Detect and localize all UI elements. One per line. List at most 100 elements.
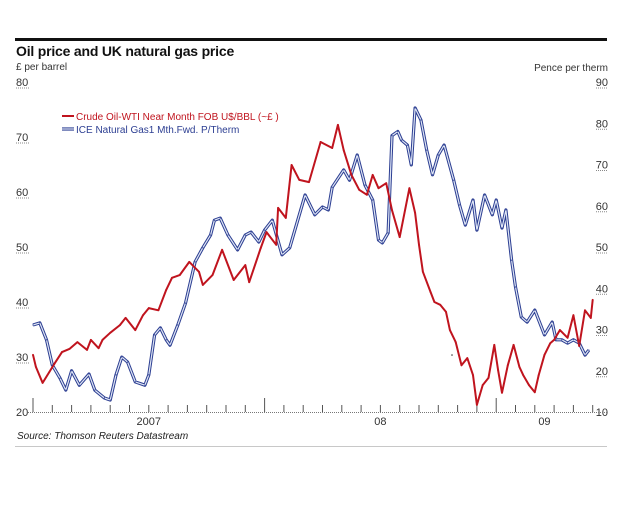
oil-data-point: [265, 231, 268, 234]
gas-data-point: [94, 389, 96, 391]
oil-data-point: [284, 216, 287, 219]
gas-data-point: [514, 286, 517, 288]
gas-data-point: [202, 247, 204, 249]
x-year-label: 2007: [137, 416, 161, 428]
left-axis-ticks: 20 30 40 50 60 70 80: [16, 77, 29, 419]
oil-data-point: [408, 187, 411, 190]
gas-data-point: [377, 239, 380, 241]
oil-data-point: [358, 188, 361, 191]
oil-data-point: [377, 187, 380, 190]
oil-data-point: [518, 366, 521, 368]
oil-data-point: [543, 353, 546, 356]
oil-data-point: [134, 329, 137, 331]
gas-series-line: [32, 107, 590, 401]
oil-data-point: [277, 207, 280, 209]
gas-data-point: [264, 229, 266, 231]
oil-data-point: [48, 370, 51, 373]
gas-data-point: [458, 204, 461, 206]
gas-data-point: [281, 254, 283, 256]
gas-data-point: [401, 139, 403, 141]
gas-data-point: [258, 241, 260, 243]
gas-data-point: [289, 247, 291, 249]
oil-data-point: [493, 344, 496, 346]
oil-data-point: [109, 331, 112, 334]
oil-data-point: [76, 341, 79, 344]
oil-data-point: [34, 366, 37, 368]
right-tick-label: 10: [596, 407, 608, 419]
series-layer: [32, 106, 594, 406]
oil-data-point: [591, 298, 594, 301]
oil-data-point: [385, 182, 388, 185]
gas-data-point: [314, 214, 316, 216]
gas-data-point: [397, 130, 399, 133]
right-axis-label: Pence per therm: [534, 63, 608, 74]
right-axis-ticks: 10 20 30 40 50 60 70 80 90: [596, 77, 608, 419]
gas-data-point: [165, 339, 167, 341]
oil-data-point: [578, 345, 581, 347]
gas-data-point: [304, 194, 306, 196]
gas-data-point: [567, 342, 569, 344]
gas-data-point: [414, 107, 416, 109]
oil-data-point: [584, 309, 586, 312]
oil-data-point: [433, 301, 436, 303]
gas-data-point: [115, 374, 117, 376]
gas-data-point: [244, 234, 246, 236]
gas-data-point: [491, 214, 493, 216]
oil-data-point: [61, 351, 63, 353]
oil-data-point: [41, 381, 44, 384]
oil-data-point: [118, 324, 121, 326]
oil-data-point: [290, 164, 293, 166]
oil-data-point: [476, 403, 478, 406]
gas-data-point: [551, 321, 553, 323]
oil-data-point: [418, 243, 420, 246]
oil-data-point: [445, 311, 447, 313]
right-tick-label: 40: [596, 283, 608, 295]
right-tick-label: 30: [596, 325, 608, 337]
x-axis: 2007 08 09: [28, 398, 608, 428]
gas-data-point: [356, 154, 358, 156]
gas-data-point: [219, 217, 221, 219]
gas-data-point: [364, 184, 366, 186]
legend-label-gas: ICE Natural Gas1 Mth.Fwd. P/Therm: [76, 125, 239, 136]
oil-data-point: [497, 369, 500, 372]
oil-data-point: [178, 274, 181, 276]
oil-data-point: [101, 339, 104, 341]
gas-data-point: [343, 169, 345, 171]
gas-data-point: [584, 354, 586, 356]
left-tick-label: 80: [16, 77, 28, 89]
gas-data-point: [209, 234, 212, 236]
oil-data-point: [549, 342, 552, 345]
gas-data-point: [331, 186, 333, 188]
gas-data-point: [472, 199, 474, 201]
oil-data-point: [528, 384, 530, 386]
oil-data-point: [97, 347, 100, 350]
gas-data-point: [153, 334, 156, 336]
gas-data-point: [194, 261, 196, 263]
gas-data-point: [543, 334, 546, 336]
left-tick-label: 60: [16, 187, 28, 199]
gas-data-point: [169, 344, 171, 346]
gas-data-point: [520, 316, 522, 318]
oil-data-point: [171, 276, 173, 279]
oil-data-point: [308, 181, 310, 184]
right-tick-label: 60: [596, 201, 608, 213]
chart-title: Oil price and UK natural gas price: [16, 43, 235, 59]
oil-data-point: [142, 314, 144, 317]
oil-data-point: [439, 303, 442, 306]
oil-data-point: [331, 147, 334, 149]
gas-data-point: [78, 384, 80, 386]
gas-data-point: [88, 373, 90, 375]
gas-data-point: [501, 227, 503, 229]
oil-data-point: [421, 270, 424, 273]
left-tick-label: 20: [16, 407, 28, 419]
oil-data-point: [454, 341, 457, 344]
oil-data-point: [487, 377, 490, 379]
oil-data-point: [298, 179, 301, 181]
left-tick-label: 40: [16, 297, 28, 309]
gas-data-point: [495, 199, 497, 201]
gas-data-point: [464, 224, 466, 226]
oil-data-point: [414, 212, 417, 214]
gas-data-point: [437, 154, 439, 156]
gas-data-point: [561, 339, 563, 341]
gas-data-point: [65, 389, 67, 391]
